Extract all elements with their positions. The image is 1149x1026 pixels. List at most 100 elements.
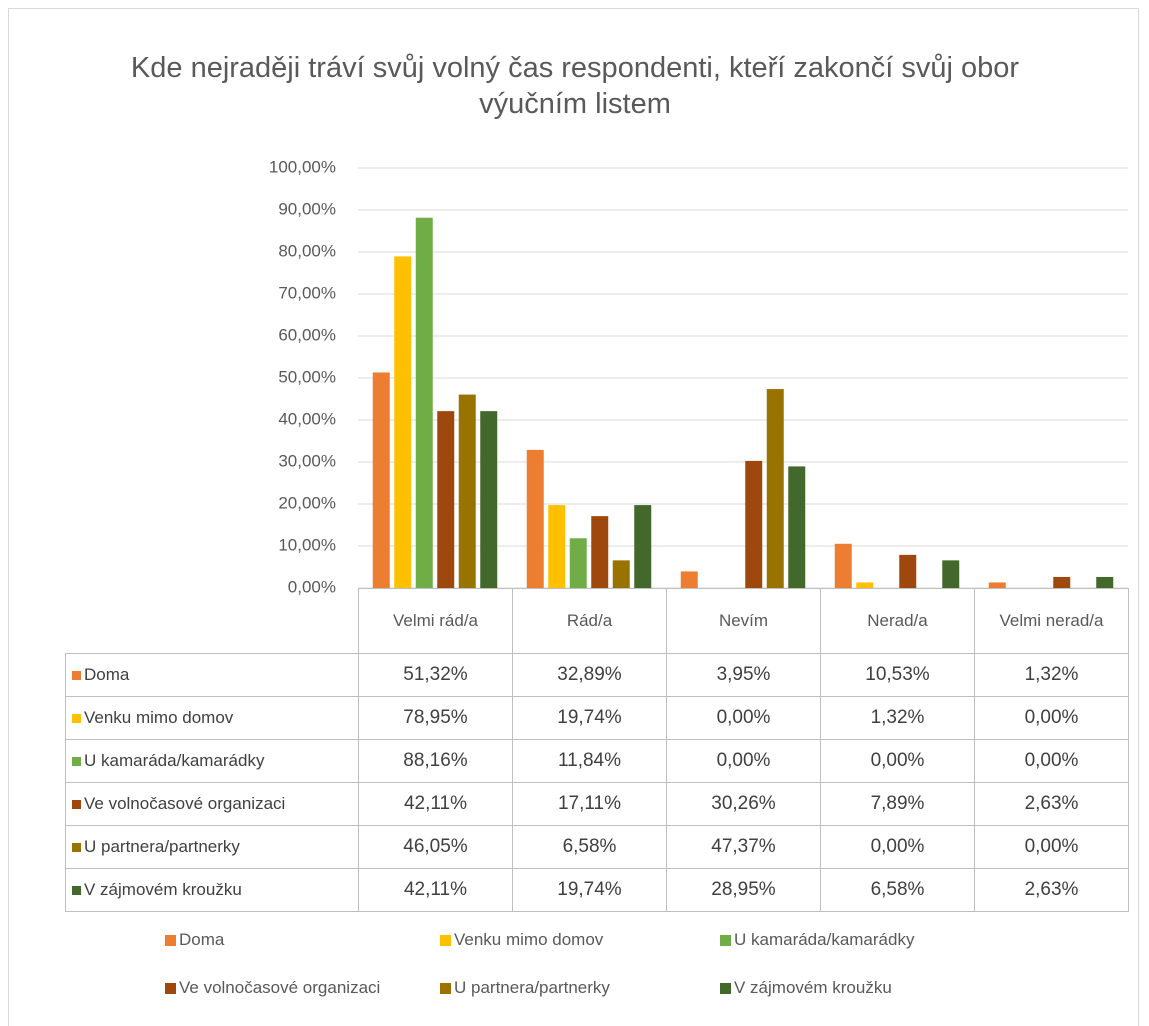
table-value: 2,63% [974, 868, 1129, 912]
table-value: 0,00% [666, 696, 821, 740]
legend-item: U kamaráda/kamarádky [720, 929, 914, 951]
bar [834, 543, 852, 588]
bar [680, 571, 698, 588]
legend-swatch [165, 982, 176, 994]
bar [899, 554, 917, 588]
table-value: 30,26% [666, 782, 821, 826]
bar [1053, 576, 1071, 588]
table-value: 2,63% [974, 782, 1129, 826]
series-name: U partnera/partnerky [84, 837, 240, 856]
table-value: 11,84% [512, 739, 667, 783]
bar [372, 372, 390, 588]
bar [415, 217, 433, 588]
table-value: 47,37% [666, 825, 821, 869]
y-tick-label: 30,00% [278, 451, 336, 470]
table-value: 1,32% [974, 653, 1129, 697]
table-value: 6,58% [820, 868, 975, 912]
legend-label: U partnera/partnerky [454, 978, 610, 997]
bar [942, 560, 960, 588]
table-value: 0,00% [666, 739, 821, 783]
legend-label: Venku mimo domov [454, 930, 604, 949]
legend-label: Ve volnočasové organizaci [179, 978, 381, 997]
table-value: 28,95% [666, 868, 821, 912]
table-value: 42,11% [358, 782, 513, 826]
legend-key [72, 842, 81, 852]
table-header: Velmi nerad/a [974, 588, 1129, 654]
table-row-label: U partnera/partnerky [65, 825, 359, 869]
table-value: 19,74% [512, 868, 667, 912]
table-value: 7,89% [820, 782, 975, 826]
bar [458, 394, 476, 588]
legend-swatch [720, 982, 731, 994]
legend-key [72, 799, 81, 809]
chart-title: Kde nejraději tráví svůj volný čas respo… [130, 52, 1020, 120]
legend-swatch [440, 982, 451, 994]
table-value: 46,05% [358, 825, 513, 869]
table-row-label: Doma [65, 653, 359, 697]
y-tick-label: 90,00% [278, 199, 336, 218]
bar [480, 411, 498, 588]
table-value: 6,58% [512, 825, 667, 869]
series-name: U kamaráda/kamarádky [84, 751, 265, 770]
bar [788, 466, 806, 588]
table-header: Nevím [666, 588, 821, 654]
table-value: 0,00% [974, 696, 1129, 740]
series-name: Doma [84, 665, 130, 684]
chart-frame [8, 8, 1139, 1026]
table-row-label: Venku mimo domov [65, 696, 359, 740]
legend-swatch [165, 934, 176, 946]
bar [634, 505, 652, 588]
legend-key [72, 670, 81, 680]
bar [766, 389, 784, 588]
bar [394, 256, 412, 588]
bar [745, 460, 763, 588]
y-tick-label: 0,00% [288, 577, 336, 596]
legend-swatch [440, 934, 451, 946]
bar [988, 582, 1006, 588]
legend-item: Venku mimo domov [440, 929, 603, 951]
legend-label: U kamaráda/kamarádky [734, 930, 915, 949]
table-value: 17,11% [512, 782, 667, 826]
series-name: V zájmovém kroužku [84, 880, 242, 899]
table-value: 32,89% [512, 653, 667, 697]
table-value: 0,00% [974, 825, 1129, 869]
table-header: Rád/a [512, 588, 667, 654]
legend-label: Doma [179, 930, 225, 949]
legend-item: U partnera/partnerky [440, 977, 610, 999]
table-value: 0,00% [820, 739, 975, 783]
y-tick-label: 50,00% [278, 367, 336, 386]
y-tick-label: 70,00% [278, 283, 336, 302]
table-value: 51,32% [358, 653, 513, 697]
table-value: 10,53% [820, 653, 975, 697]
legend-swatch [720, 934, 731, 946]
table-header: Nerad/a [820, 588, 975, 654]
table-row-label: Ve volnočasové organizaci [65, 782, 359, 826]
y-tick-label: 80,00% [278, 241, 336, 260]
legend-key [72, 713, 81, 723]
bar [548, 505, 566, 588]
bar [437, 411, 455, 588]
table-value: 3,95% [666, 653, 821, 697]
table-value: 0,00% [974, 739, 1129, 783]
bar [591, 516, 609, 588]
bar [569, 538, 587, 588]
legend-key [72, 756, 81, 766]
y-tick-label: 20,00% [278, 493, 336, 512]
legend-label: V zájmovém kroužku [734, 978, 892, 997]
table-value: 42,11% [358, 868, 513, 912]
table-row-label: U kamaráda/kamarádky [65, 739, 359, 783]
table-value: 19,74% [512, 696, 667, 740]
table-value: 88,16% [358, 739, 513, 783]
legend-item: Doma [165, 929, 224, 951]
bar [526, 449, 544, 588]
bar [856, 582, 874, 588]
table-row-label: V zájmovém kroužku [65, 868, 359, 912]
legend-item: V zájmovém kroužku [720, 977, 892, 999]
series-name: Venku mimo domov [84, 708, 234, 727]
table-value: 0,00% [820, 825, 975, 869]
legend-item: Ve volnočasové organizaci [165, 977, 380, 999]
table-value: 78,95% [358, 696, 513, 740]
table-value: 1,32% [820, 696, 975, 740]
